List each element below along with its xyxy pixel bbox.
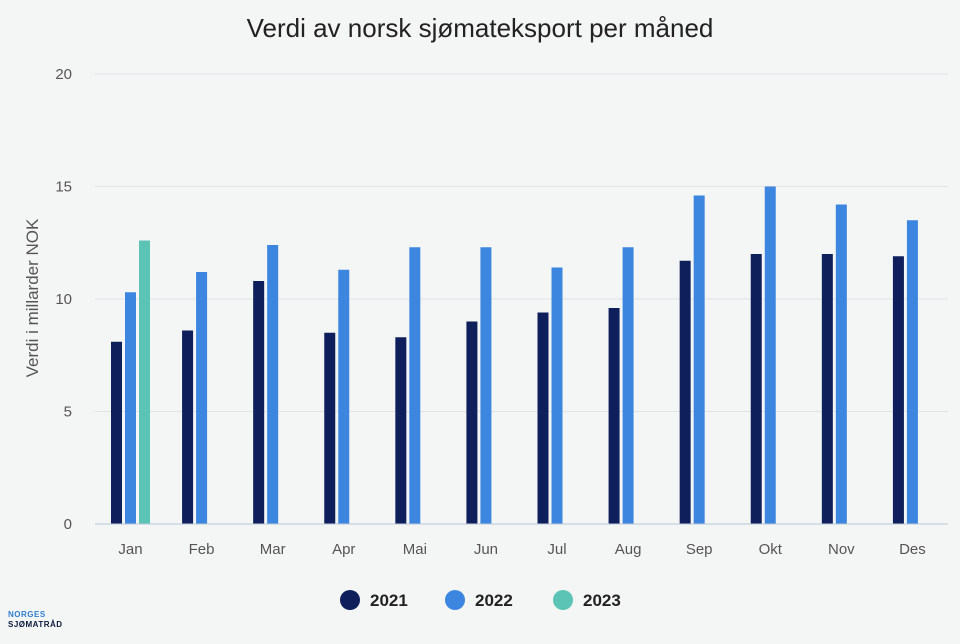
- y-tick-label: 20: [55, 66, 72, 83]
- legend-label: 2022: [475, 591, 513, 610]
- bar-2022-nov: [835, 204, 847, 524]
- logo-line-1: NORGES: [8, 610, 46, 619]
- y-tick-label: 5: [64, 404, 72, 421]
- bar-2022-mai: [409, 247, 421, 524]
- y-axis-label: Verdi i millarder NOK: [23, 218, 42, 377]
- x-tick-label: Nov: [828, 541, 855, 558]
- x-tick-label: Jul: [547, 541, 566, 558]
- norges-sjomatrad-logo: NORGES SJØMATRÅD: [8, 610, 63, 630]
- bar-2022-jul: [551, 267, 563, 524]
- x-tick-label: Des: [899, 541, 926, 558]
- bars: [111, 186, 918, 524]
- chart-title: Verdi av norsk sjømateksport per måned: [247, 13, 714, 43]
- bar-2021-okt: [750, 254, 762, 524]
- bar-2022-sep: [693, 195, 705, 524]
- legend-marker: [340, 590, 360, 610]
- bar-2022-des: [906, 220, 918, 524]
- x-tick-label: Mar: [260, 541, 286, 558]
- logo-line-2: SJØMATRÅD: [8, 620, 63, 629]
- legend-item-2021[interactable]: 2021: [340, 590, 408, 610]
- bar-2021-mar: [253, 281, 265, 524]
- bar-2022-jun: [480, 247, 492, 524]
- bar-2022-apr: [338, 269, 350, 524]
- y-tick-label: 10: [55, 291, 72, 308]
- legend-label: 2021: [370, 591, 408, 610]
- bar-2022-feb: [196, 272, 208, 524]
- x-tick-label: Feb: [189, 541, 215, 558]
- bar-2022-mar: [267, 245, 279, 524]
- x-tick-label: Okt: [759, 541, 783, 558]
- bar-2021-feb: [182, 330, 194, 524]
- x-tick-label: Aug: [615, 541, 642, 558]
- bar-2021-sep: [679, 260, 691, 524]
- bar-2021-aug: [608, 308, 620, 524]
- legend-item-2022[interactable]: 2022: [445, 590, 513, 610]
- bar-2021-nov: [821, 254, 833, 524]
- legend[interactable]: 2021 2022 2023: [340, 590, 621, 610]
- bar-2022-okt: [764, 186, 776, 524]
- x-tick-label: Apr: [332, 541, 355, 558]
- gridlines: [95, 73, 948, 412]
- legend-label: 2023: [583, 591, 621, 610]
- bar-2021-jul: [537, 312, 549, 524]
- bar-2022-jan: [125, 292, 136, 524]
- legend-marker: [553, 590, 573, 610]
- y-tick-label: 15: [55, 179, 72, 196]
- x-tick-label: Sep: [686, 541, 713, 558]
- x-axis-ticks: Jan Feb Mar Apr Mai Jun Jul Aug Sep Okt Nov Des: [118, 541, 925, 558]
- bar-2023-jan: [139, 240, 150, 524]
- x-tick-label: Mai: [403, 541, 427, 558]
- bar-2021-jan: [111, 341, 122, 524]
- legend-item-2023[interactable]: 2023: [553, 590, 621, 610]
- x-tick-label: Jun: [474, 541, 498, 558]
- bar-2021-des: [892, 256, 904, 524]
- y-tick-label: 0: [64, 516, 72, 533]
- y-axis-ticks: 0 5 10 15 20: [55, 66, 72, 533]
- bar-2022-aug: [622, 247, 634, 524]
- legend-marker: [445, 590, 465, 610]
- bar-2021-apr: [324, 332, 336, 524]
- bar-2021-jun: [466, 321, 478, 524]
- bar-2021-mai: [395, 337, 407, 524]
- x-tick-label: Jan: [118, 541, 142, 558]
